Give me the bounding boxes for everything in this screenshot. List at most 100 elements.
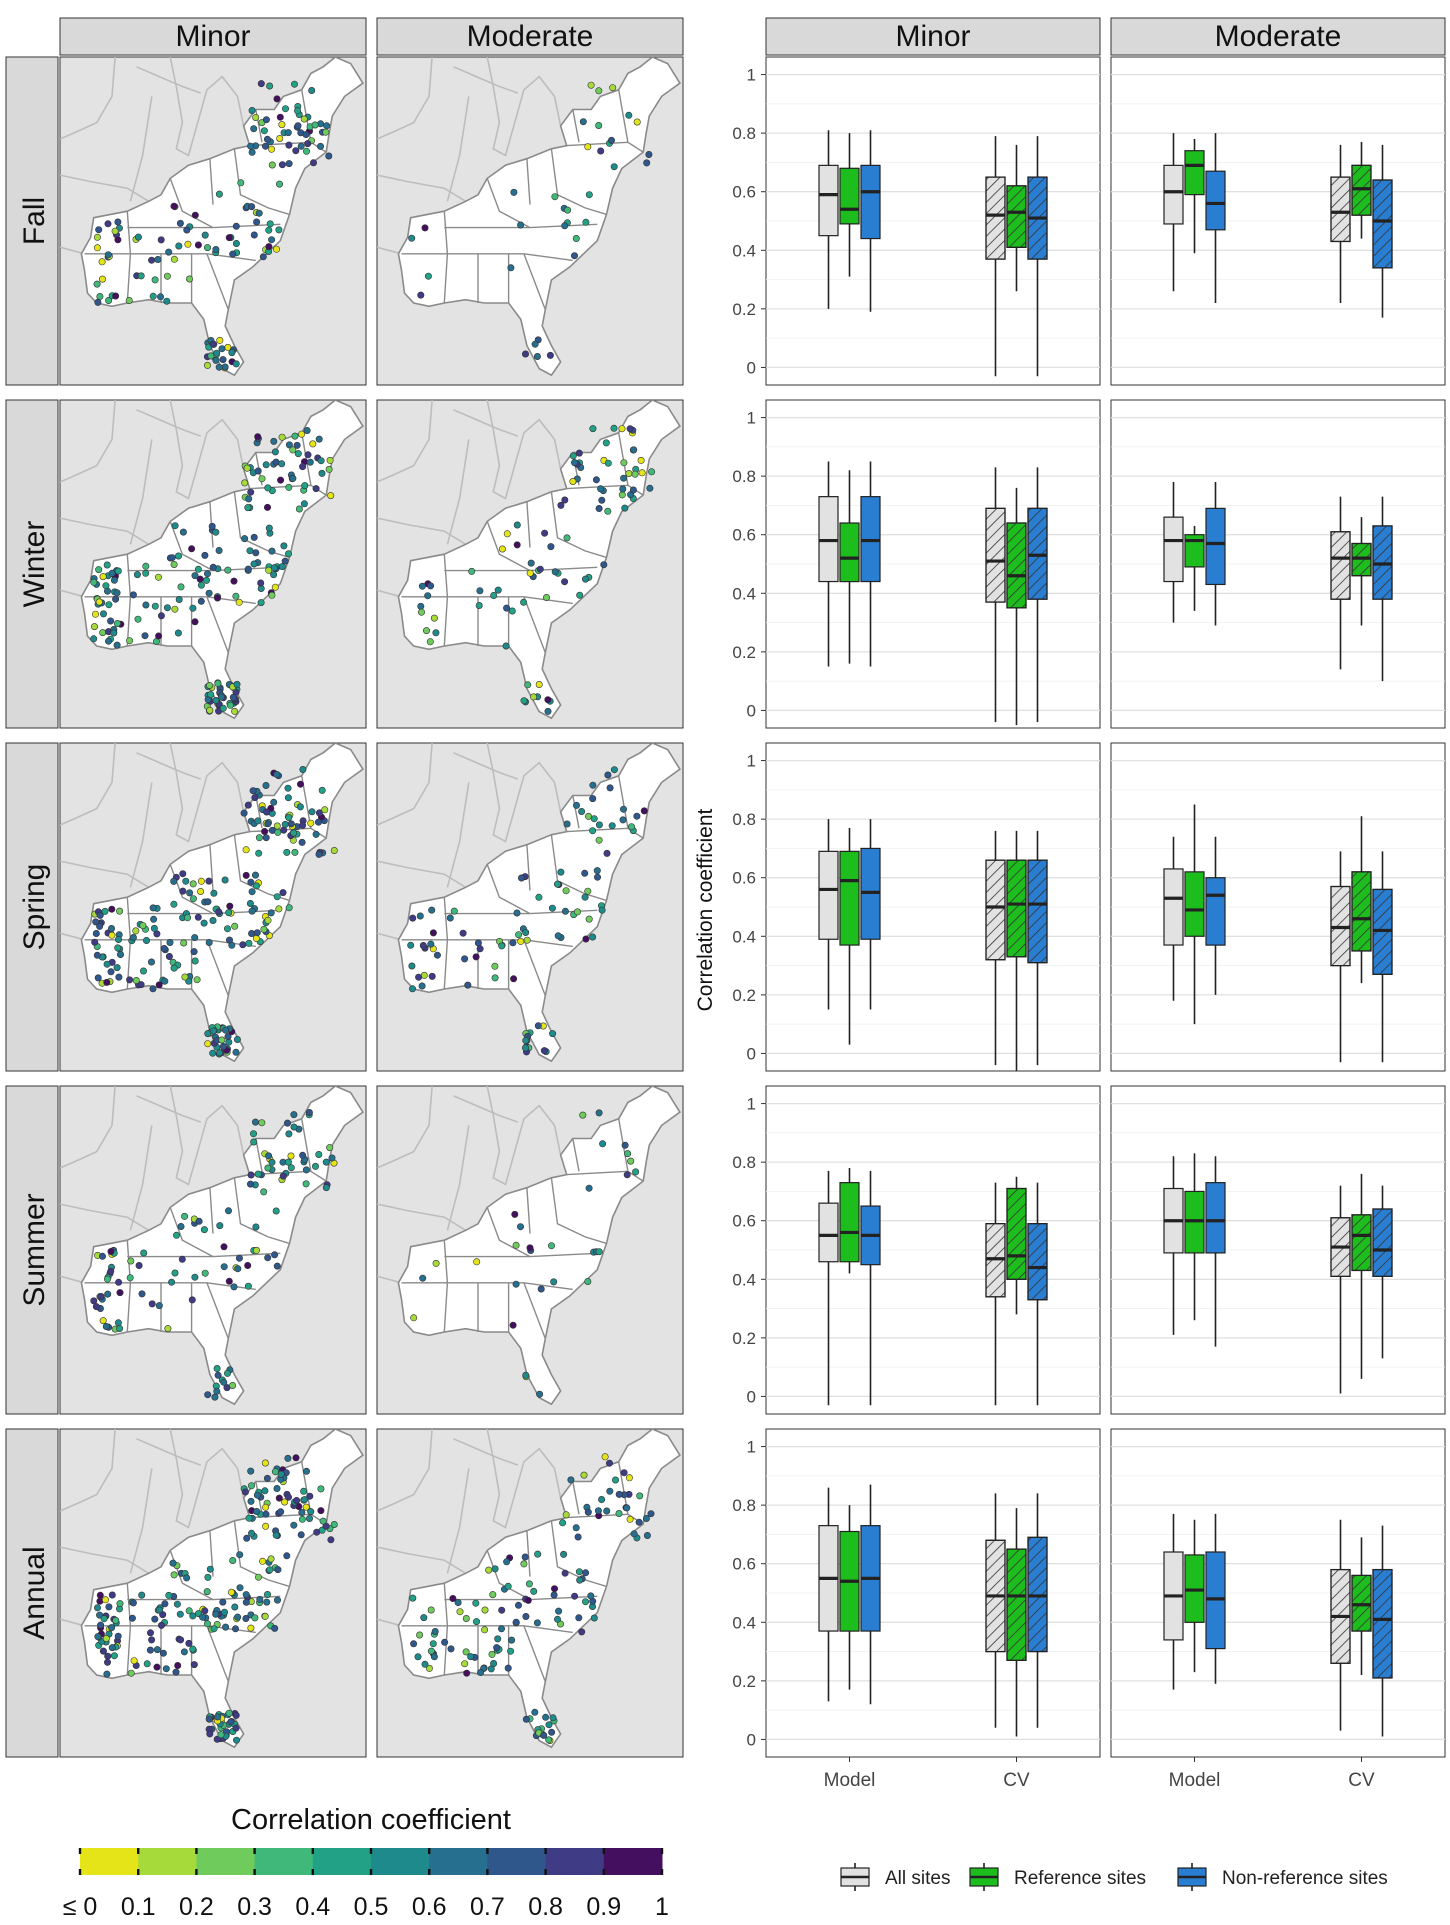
state-border (486, 1207, 531, 1258)
box-body (1163, 164, 1184, 225)
site-point (151, 1615, 159, 1623)
state-border (169, 1207, 214, 1258)
site-point (252, 114, 260, 122)
site-point (247, 1497, 255, 1505)
site-point (589, 795, 597, 803)
map-panel (59, 1085, 367, 1415)
box-hatch (1372, 1568, 1393, 1679)
legend-color-step (371, 1848, 430, 1875)
site-point (562, 887, 570, 895)
site-point (229, 1557, 237, 1565)
site-point (90, 1297, 98, 1305)
site-point (317, 457, 325, 465)
box-body (1184, 534, 1205, 568)
site-point (549, 1030, 557, 1038)
site-point (170, 560, 178, 568)
site-point (610, 766, 618, 774)
site-point (235, 598, 243, 606)
map-panel (59, 1428, 367, 1758)
site-point (308, 808, 316, 816)
site-point (168, 1278, 176, 1286)
site-point (94, 1633, 102, 1641)
site-point (134, 615, 142, 623)
site-point (277, 1470, 285, 1478)
site-point (637, 456, 645, 464)
site-point (96, 922, 104, 930)
site-point (93, 233, 101, 241)
site-point (205, 938, 213, 946)
site-point (550, 1585, 558, 1593)
site-point (243, 1534, 251, 1542)
site-point (304, 451, 312, 459)
site-point (449, 1595, 457, 1603)
border-line (453, 66, 519, 94)
site-point (409, 1594, 417, 1602)
site-point (607, 136, 615, 144)
site-point (204, 570, 212, 578)
site-point (248, 888, 256, 896)
site-point (265, 1152, 273, 1160)
site-point (315, 435, 323, 443)
site-point (306, 458, 314, 466)
site-point (422, 627, 430, 635)
site-point (446, 914, 454, 922)
site-point (94, 974, 102, 982)
site-point (569, 477, 577, 485)
site-point (114, 218, 122, 226)
box-body (839, 522, 860, 583)
site-point (284, 794, 292, 802)
site-point (255, 209, 263, 217)
site-point (581, 893, 589, 901)
site-point (157, 612, 165, 620)
site-point (197, 597, 205, 605)
site-point (307, 819, 315, 827)
state-border (206, 253, 229, 310)
site-point (574, 1533, 582, 1541)
site-point (270, 571, 278, 579)
site-point (171, 522, 179, 530)
site-point (544, 707, 552, 715)
site-point (268, 591, 276, 599)
site-point (264, 820, 272, 828)
site-point (314, 818, 322, 826)
site-point (212, 356, 220, 364)
site-point (636, 1492, 644, 1500)
map-color-legend: Correlation coefficient ≤ 0 0.1 0.2 0.3 0.4 0… (63, 1804, 669, 1921)
site-point (298, 838, 306, 846)
site-point (285, 483, 293, 491)
site-point (116, 1325, 124, 1333)
site-point (219, 704, 227, 712)
site-point (102, 1323, 110, 1331)
site-point (272, 245, 280, 253)
site-point (93, 244, 101, 252)
site-point (271, 583, 279, 591)
site-point (129, 933, 137, 941)
site-point (262, 1510, 270, 1518)
site-point (618, 425, 626, 433)
site-point (461, 955, 469, 963)
site-point (263, 1591, 271, 1599)
site-point (214, 679, 222, 687)
y-tick-label: 1 (747, 1095, 756, 1114)
site-point (491, 1565, 499, 1573)
site-point (104, 1652, 112, 1660)
row-strips: Fall Winter Spring Summer Annual (5, 56, 59, 1758)
state-border (523, 596, 546, 653)
site-point (648, 468, 656, 476)
site-point (643, 159, 651, 167)
site-point (408, 234, 416, 242)
site-point (159, 1649, 167, 1657)
site-point (175, 552, 183, 560)
box-hatch (985, 507, 1006, 603)
state-border (209, 1187, 214, 1234)
site-point (284, 784, 292, 792)
legend-color-step (138, 1848, 197, 1875)
box-body (839, 850, 860, 946)
site-point (232, 592, 240, 600)
site-point (327, 492, 335, 500)
site-point (129, 1599, 137, 1607)
site-point (99, 1647, 107, 1655)
site-point (589, 425, 597, 433)
site-point (517, 874, 525, 882)
border-line (60, 589, 85, 598)
